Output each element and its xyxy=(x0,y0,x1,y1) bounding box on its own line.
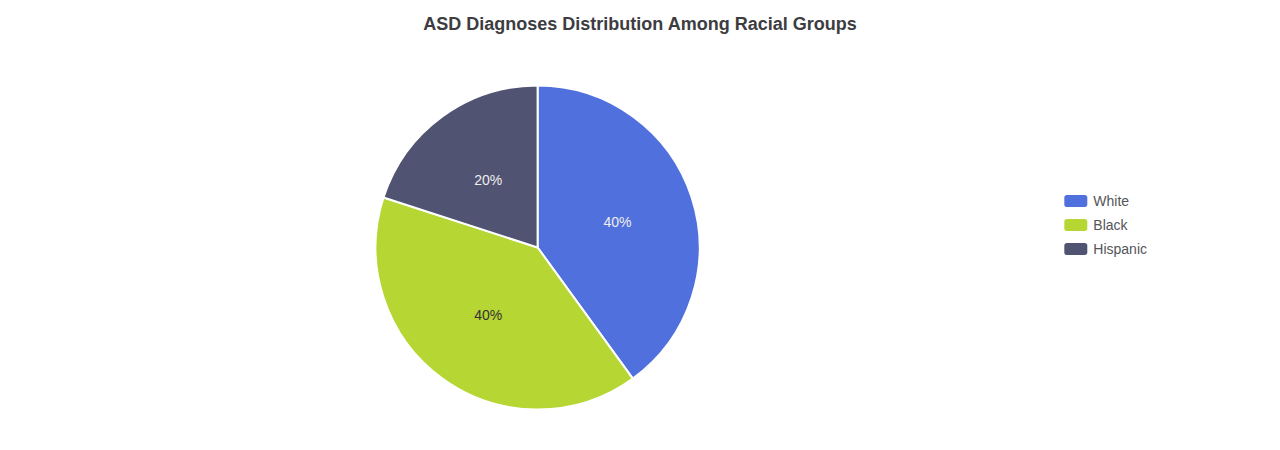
svg-text:40%: 40% xyxy=(474,307,502,323)
svg-text:40%: 40% xyxy=(603,214,631,230)
svg-text:White: White xyxy=(1093,193,1129,209)
svg-text:ASD Diagnoses Distribution Amo: ASD Diagnoses Distribution Among Racial … xyxy=(423,14,856,34)
svg-text:20%: 20% xyxy=(474,172,502,188)
svg-text:Hispanic: Hispanic xyxy=(1093,241,1147,257)
svg-text:Black: Black xyxy=(1093,217,1128,233)
